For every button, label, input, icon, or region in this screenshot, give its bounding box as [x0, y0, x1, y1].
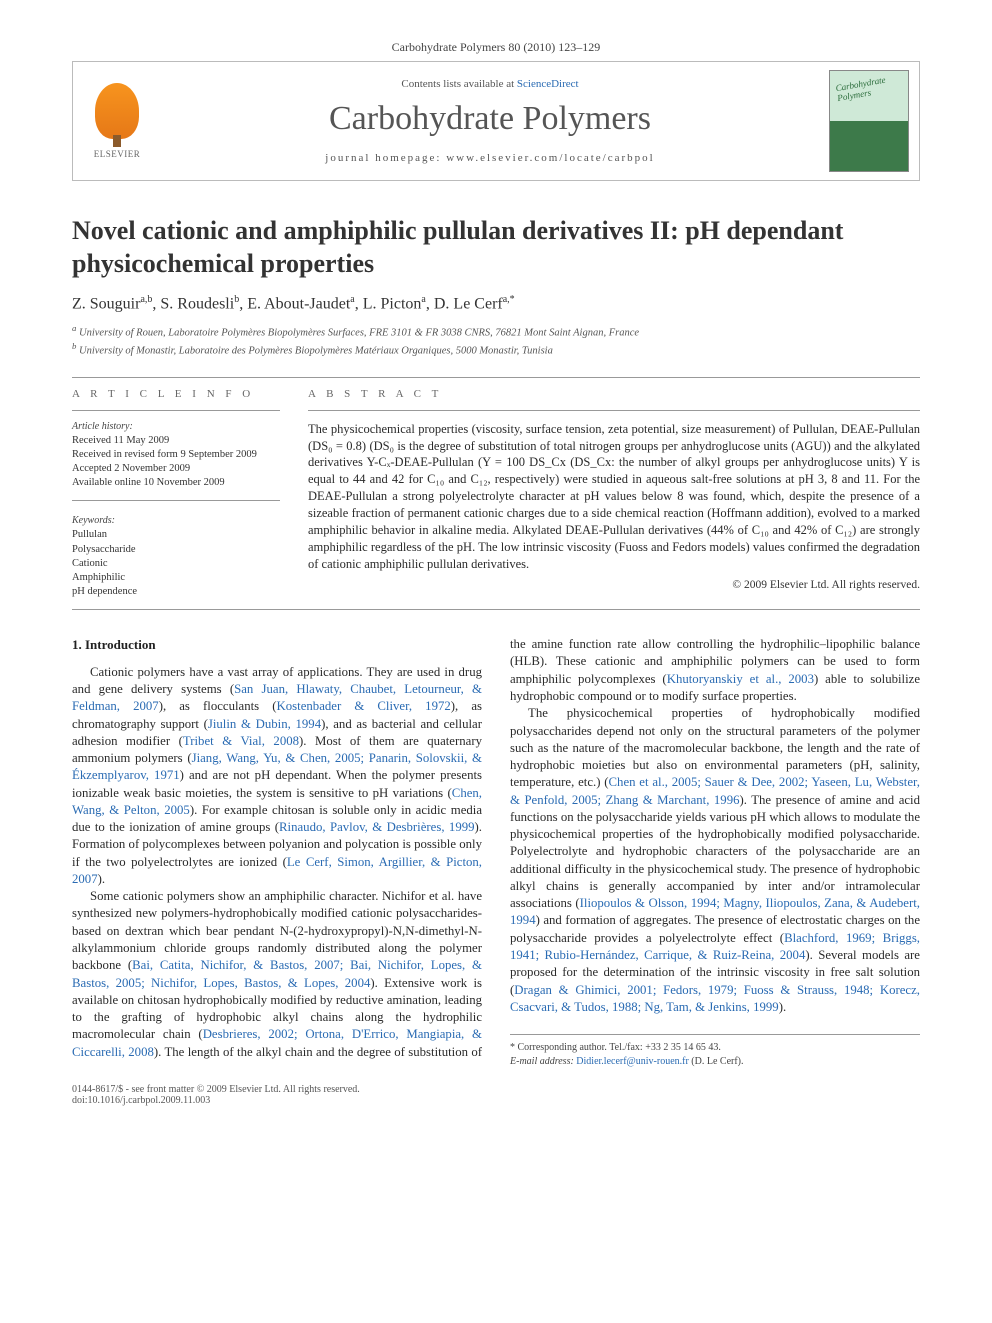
corr-email-line: E-mail address: Didier.lecerf@univ-rouen… — [510, 1055, 920, 1069]
author: D. Le Cerf — [434, 295, 503, 312]
header-center: Contents lists available at ScienceDirec… — [151, 78, 829, 164]
history-head: Article history: — [72, 421, 280, 432]
article-info-left: A R T I C L E I N F O Article history: R… — [72, 388, 280, 600]
citation-link[interactable]: Khutoryanskiy et al., 2003 — [667, 672, 814, 686]
history-item: Accepted 2 November 2009 — [72, 462, 280, 476]
author-affil: a — [350, 294, 354, 305]
citation-link[interactable]: Kostenbader & Cliver, 1972 — [277, 699, 451, 713]
corresponding-author-footnote: * Corresponding author. Tel./fax: +33 2 … — [510, 1034, 920, 1068]
keyword: Pullulan — [72, 528, 280, 542]
journal-header-box: ELSEVIER Contents lists available at Sci… — [72, 61, 920, 181]
footer-left: 0144-8617/$ - see front matter © 2009 El… — [72, 1084, 360, 1106]
author-affil: a — [421, 294, 425, 305]
rule-abs — [308, 410, 920, 411]
keywords-head: Keywords: — [72, 515, 280, 526]
article-info-label: A R T I C L E I N F O — [72, 388, 280, 400]
publisher-brand-text: ELSEVIER — [94, 149, 141, 159]
rule-info — [72, 410, 280, 411]
email-link[interactable]: Didier.lecerf@univ-rouen.fr — [576, 1056, 689, 1067]
keyword: Amphiphilic — [72, 571, 280, 585]
rule-kw — [72, 500, 280, 501]
history-item: Available online 10 November 2009 — [72, 476, 280, 490]
author-affil: b — [234, 294, 239, 305]
citation-link[interactable]: Rinaudo, Pavlov, & Desbrières, 1999 — [279, 820, 475, 834]
author-affil: a,* — [503, 294, 515, 305]
t: ). — [779, 1000, 786, 1014]
corr-author-line: * Corresponding author. Tel./fax: +33 2 … — [510, 1041, 920, 1055]
journal-homepage-line: journal homepage: www.elsevier.com/locat… — [151, 152, 829, 164]
author: S. Roudesli — [160, 295, 234, 312]
elsevier-tree-icon — [95, 83, 139, 139]
t: ). The presence of amine and acid functi… — [510, 793, 920, 911]
author: L. Picton — [363, 295, 422, 312]
email-person: (D. Le Cerf). — [691, 1056, 743, 1067]
journal-cover-thumbnail: Carbohydrate Polymers — [829, 70, 909, 172]
section-heading-introduction: 1. Introduction — [72, 636, 482, 654]
article-info-row: A R T I C L E I N F O Article history: R… — [72, 388, 920, 600]
publisher-logo: ELSEVIER — [83, 77, 151, 165]
history-item: Received 11 May 2009 — [72, 434, 280, 448]
article-title: Novel cationic and amphiphilic pullulan … — [72, 215, 920, 280]
keyword: Cationic — [72, 557, 280, 571]
citation-link[interactable]: Dragan & Ghimici, 2001; Fedors, 1979; Fu… — [510, 983, 920, 1014]
body-columns: 1. Introduction Cationic polymers have a… — [72, 636, 920, 1068]
doi-line: doi:10.1016/j.carbpol.2009.11.003 — [72, 1095, 360, 1106]
affiliation-b: b University of Monastir, Laboratoire de… — [72, 341, 920, 359]
homepage-url[interactable]: www.elsevier.com/locate/carbpol — [446, 152, 655, 164]
author: Z. Souguir — [72, 295, 140, 312]
author: E. About-Jaudet — [247, 295, 350, 312]
rule-top — [72, 377, 920, 378]
intro-para-1: Cationic polymers have a vast array of a… — [72, 664, 482, 888]
journal-title: Carbohydrate Polymers — [151, 100, 829, 138]
abstract-label: A B S T R A C T — [308, 388, 920, 400]
affiliation-b-text: University of Monastir, Laboratoire des … — [79, 346, 553, 357]
sciencedirect-link[interactable]: ScienceDirect — [517, 78, 579, 90]
t: ), as flocculants ( — [159, 699, 277, 713]
t: ). — [98, 872, 105, 886]
rule-bottom — [72, 609, 920, 610]
email-label: E-mail address: — [510, 1056, 574, 1067]
abstract-text: The physicochemical properties (viscosit… — [308, 421, 920, 573]
citation-link[interactable]: Tribet & Vial, 2008 — [183, 734, 299, 748]
affiliation-a-text: University of Rouen, Laboratoire Polymèr… — [79, 328, 639, 339]
abstract-copyright: © 2009 Elsevier Ltd. All rights reserved… — [308, 579, 920, 591]
author-affil: a,b — [140, 294, 152, 305]
keyword: pH dependence — [72, 585, 280, 599]
citation-link[interactable]: Jiulin & Dubin, 1994 — [208, 717, 321, 731]
affiliations-block: a University of Rouen, Laboratoire Polym… — [72, 323, 920, 358]
contents-available-line: Contents lists available at ScienceDirec… — [151, 78, 829, 90]
keyword: Polysaccharide — [72, 543, 280, 557]
history-item: Received in revised form 9 September 200… — [72, 448, 280, 462]
authors-line: Z. Souguira,b, S. Roudeslib, E. About-Ja… — [72, 294, 920, 313]
affiliation-a: a University of Rouen, Laboratoire Polym… — [72, 323, 920, 341]
front-matter-line: 0144-8617/$ - see front matter © 2009 El… — [72, 1084, 360, 1095]
abstract-block: A B S T R A C T The physicochemical prop… — [308, 388, 920, 600]
cover-caption: Carbohydrate Polymers — [835, 71, 909, 103]
journal-reference-line: Carbohydrate Polymers 80 (2010) 123–129 — [72, 40, 920, 55]
page-footer: 0144-8617/$ - see front matter © 2009 El… — [72, 1084, 920, 1106]
intro-para-3: The physicochemical properties of hydrop… — [510, 705, 920, 1016]
homepage-prefix: journal homepage: — [325, 152, 446, 164]
contents-prefix: Contents lists available at — [401, 78, 516, 90]
